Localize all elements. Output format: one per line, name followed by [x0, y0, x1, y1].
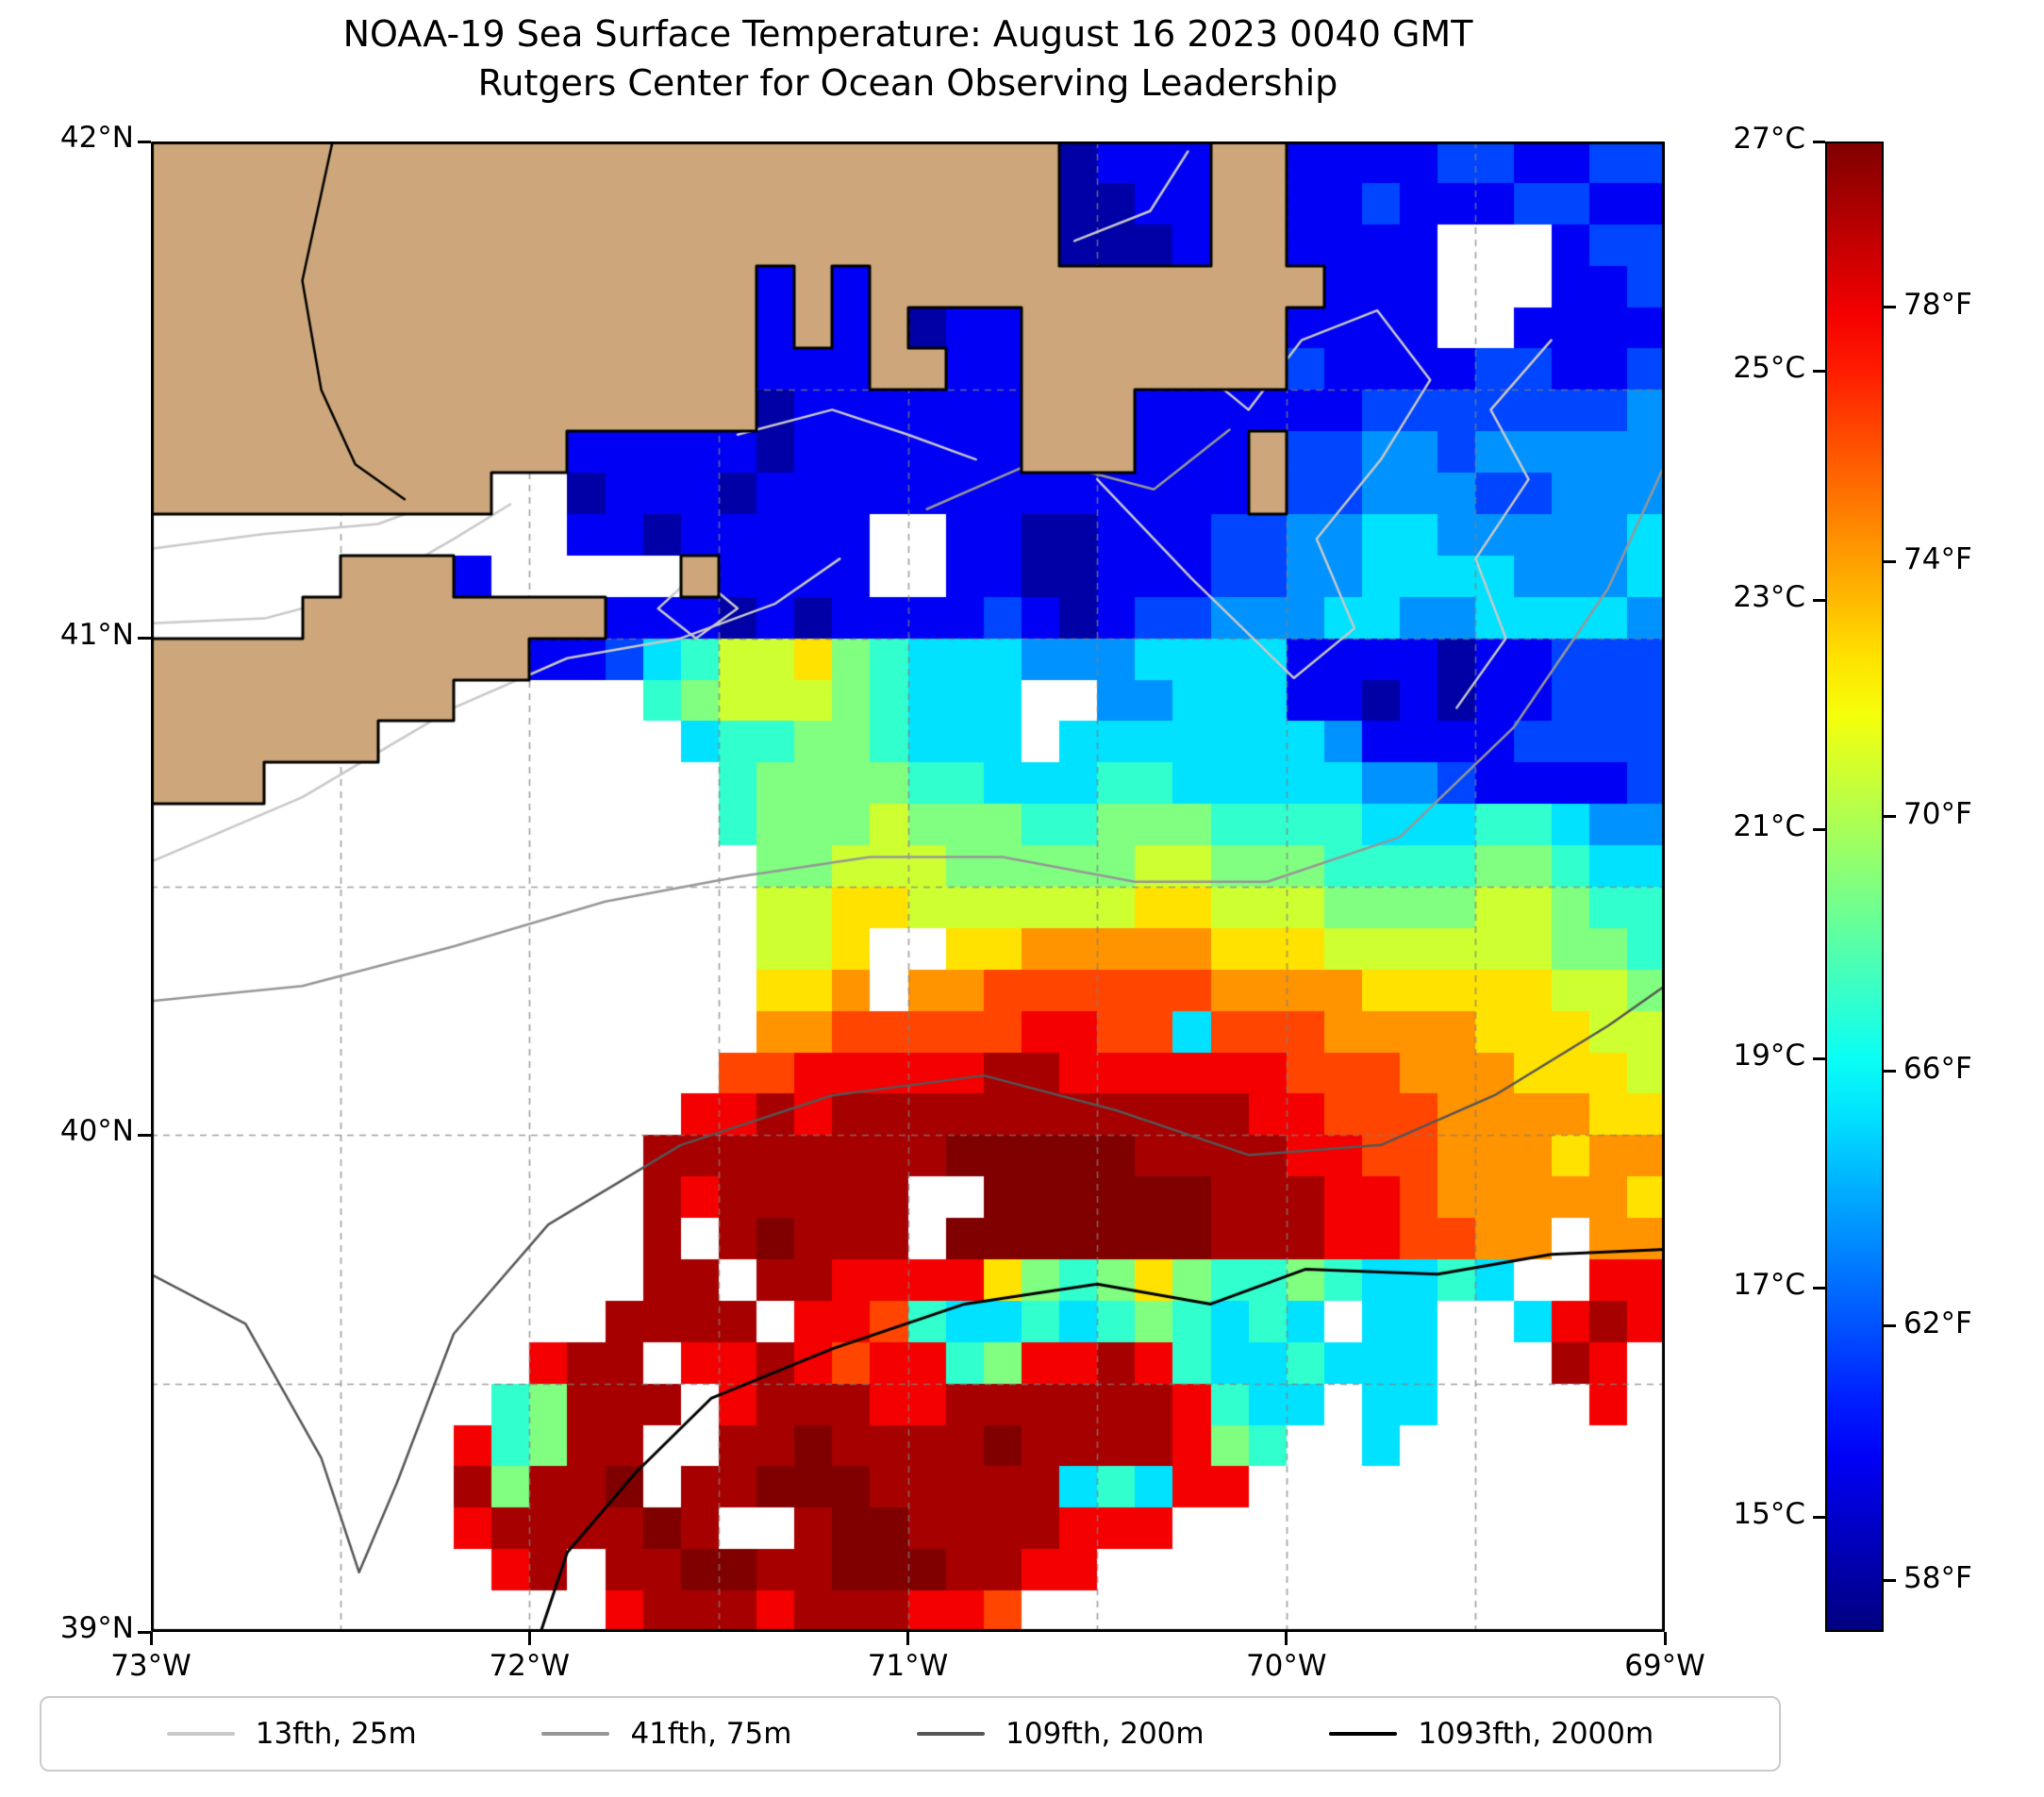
colorbar-tick-label-fahrenheit: 78°F [1903, 287, 1972, 322]
figure-title: NOAA-19 Sea Surface Temperature: August … [151, 9, 1665, 108]
colorbar-tick-mark-fahrenheit [1884, 815, 1896, 819]
legend-item-label: 1093fth, 2000m [1418, 1717, 1654, 1751]
y-axis-tick-label: 42°N [59, 121, 134, 155]
x-axis-tick-mark [149, 1632, 153, 1645]
x-axis-tick-label: 69°W [1624, 1649, 1705, 1683]
colorbar-tick-mark-fahrenheit [1884, 1579, 1896, 1583]
y-axis-tick-mark [138, 637, 151, 641]
colorbar-tick-mark-celsius [1813, 1286, 1825, 1290]
colorbar-tick-label-fahrenheit: 66°F [1903, 1051, 1972, 1086]
colorbar-tick-label-celsius: 25°C [1733, 351, 1805, 386]
colorbar-tick-label-fahrenheit: 70°F [1903, 796, 1972, 831]
colorbar-tick-label-fahrenheit: 58°F [1903, 1560, 1972, 1595]
colorbar-tick-label-fahrenheit: 74°F [1903, 541, 1972, 576]
colorbar-tick-label-celsius: 21°C [1733, 809, 1805, 844]
legend-item: 1093fth, 2000m [1329, 1717, 1653, 1751]
colorbar-gradient [1825, 141, 1884, 1632]
colorbar-tick-mark-celsius [1813, 1057, 1825, 1060]
legend-line-swatch [1329, 1732, 1398, 1736]
legend-line-swatch [917, 1732, 986, 1736]
colorbar-tick-label-celsius: 17°C [1733, 1268, 1805, 1303]
y-axis-tick-mark [138, 140, 151, 143]
colorbar-tick-mark-fahrenheit [1884, 1324, 1896, 1328]
x-axis-tick-label: 73°W [110, 1649, 191, 1683]
legend-line-swatch [166, 1732, 235, 1736]
y-axis-tick-label: 40°N [59, 1114, 134, 1149]
title-line-2: Rutgers Center for Ocean Observing Leade… [477, 62, 1338, 105]
y-axis-tick-mark [138, 1133, 151, 1137]
colorbar-tick-label-celsius: 23°C [1733, 580, 1805, 615]
colorbar-tick-mark-celsius [1813, 140, 1825, 143]
y-axis-tick-label: 41°N [59, 617, 134, 652]
x-axis-tick-label: 72°W [489, 1649, 571, 1683]
colorbar-tick-mark-fahrenheit [1884, 1070, 1896, 1073]
legend-item: 41fth, 75m [541, 1717, 791, 1751]
colorbar-tick-mark-celsius [1813, 369, 1825, 373]
colorbar-tick-mark-celsius [1813, 598, 1825, 602]
legend: 13fth, 25m 41fth, 75m 109fth, 200m 1093fth,… [40, 1696, 1781, 1772]
x-axis-tick-mark [906, 1632, 909, 1645]
title-line-1: NOAA-19 Sea Surface Temperature: August … [342, 13, 1473, 55]
legend-item-label: 13fth, 25m [255, 1717, 417, 1751]
x-axis-tick-label: 71°W [867, 1649, 949, 1683]
legend-item: 109fth, 200m [917, 1717, 1205, 1751]
x-axis-tick-mark [527, 1632, 531, 1645]
y-axis-tick-mark [138, 1630, 151, 1634]
legend-line-swatch [541, 1732, 610, 1736]
colorbar-tick-mark-fahrenheit [1884, 306, 1896, 309]
colorbar-tick-label-fahrenheit: 62°F [1903, 1306, 1972, 1340]
colorbar-tick-label-celsius: 15°C [1733, 1497, 1805, 1532]
y-axis-tick-label: 39°N [59, 1611, 134, 1645]
x-axis-tick-label: 70°W [1245, 1649, 1327, 1683]
legend-item-label: 41fth, 75m [630, 1717, 792, 1751]
colorbar-tick-label-celsius: 19°C [1733, 1039, 1805, 1073]
legend-item-label: 109fth, 200m [1005, 1717, 1205, 1751]
sst-map-canvas [151, 141, 1665, 1632]
legend-item: 13fth, 25m [166, 1717, 417, 1751]
colorbar-tick-mark-celsius [1813, 1515, 1825, 1519]
x-axis-tick-mark [1285, 1632, 1288, 1645]
x-axis-tick-mark [1663, 1632, 1667, 1645]
colorbar-tick-label-celsius: 27°C [1733, 122, 1805, 156]
colorbar-tick-mark-celsius [1813, 827, 1825, 831]
colorbar-tick-mark-fahrenheit [1884, 560, 1896, 564]
